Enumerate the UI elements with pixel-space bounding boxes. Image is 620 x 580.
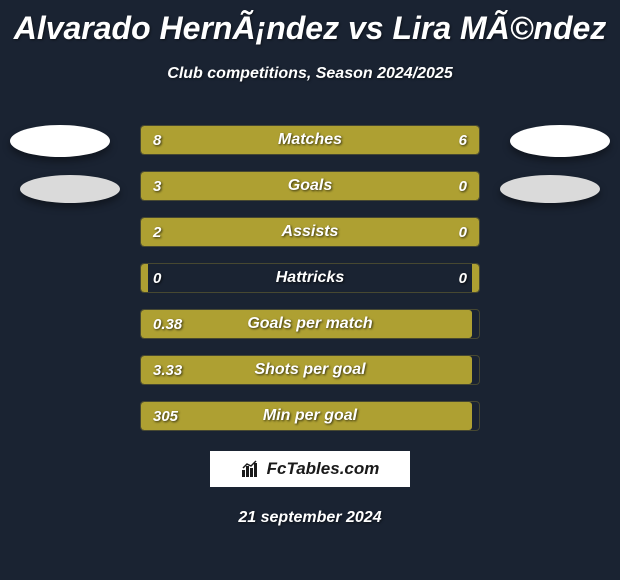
bar-label: Goals per match — [141, 310, 479, 338]
bar-label: Goals — [141, 172, 479, 200]
bars-container: 86Matches 30Goals 20Assists 00Hattricks 0.38… — [0, 125, 620, 431]
stat-bar-comparison: 20Assists — [140, 217, 480, 247]
bar-label: Matches — [141, 126, 479, 154]
page-title: Alvarado HernÃ¡ndez vs Lira MÃ©ndez — [0, 0, 620, 47]
stat-bar-comparison: 30Goals — [140, 171, 480, 201]
subtitle: Club competitions, Season 2024/2025 — [0, 65, 620, 83]
bar-label: Shots per goal — [141, 356, 479, 384]
stat-bar-single: 305Min per goal — [140, 401, 480, 431]
brand-box[interactable]: FcTables.com — [210, 451, 410, 487]
brand-label: FcTables.com — [267, 459, 380, 479]
stat-bar-comparison: 00Hattricks — [140, 263, 480, 293]
bar-label: Hattricks — [141, 264, 479, 292]
stat-bar-single: 0.38Goals per match — [140, 309, 480, 339]
stats-area: 86Matches 30Goals 20Assists 00Hattricks 0.38… — [0, 125, 620, 431]
stat-bar-single: 3.33Shots per goal — [140, 355, 480, 385]
bar-label: Assists — [141, 218, 479, 246]
brand-icon — [241, 460, 261, 478]
player2-badge-bottom — [500, 175, 600, 203]
date-label: 21 september 2024 — [0, 509, 620, 527]
bar-label: Min per goal — [141, 402, 479, 430]
stat-bar-comparison: 86Matches — [140, 125, 480, 155]
player2-badge-top — [510, 125, 610, 157]
player1-badge-bottom — [20, 175, 120, 203]
player1-badge-top — [10, 125, 110, 157]
